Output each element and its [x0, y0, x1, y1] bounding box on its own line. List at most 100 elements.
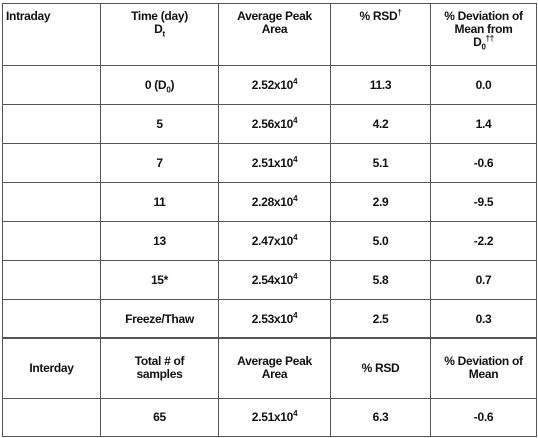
superscript: 4: [293, 154, 298, 164]
text: Freeze/Thaw: [125, 311, 194, 326]
header-row: Intraday Time (day) Dt Average Peak Area% RS…: [2, 3, 537, 66]
cell: 5.1: [330, 143, 431, 183]
cell: 5: [100, 104, 219, 144]
header-line: % RSD: [333, 360, 428, 375]
subscript: 0: [166, 84, 171, 94]
data-row: 13 2.47x104 5.0 -2.2: [2, 221, 537, 261]
cell: 2.53x104: [218, 299, 331, 339]
text: 2.47x10: [251, 233, 294, 248]
cell: -0.6: [430, 398, 537, 437]
interday-table: Interday Total # of samples Average Peak Are…: [2, 337, 537, 437]
data-row: 11 2.28x104 2.9 -9.5: [2, 182, 537, 222]
text: -9.5: [473, 194, 494, 209]
cell: 11: [100, 182, 219, 222]
cell: 2.54x104: [218, 260, 331, 300]
text: Mean: [468, 367, 499, 381]
text: 5: [156, 116, 163, 131]
text: 11: [153, 194, 166, 209]
header-line: Interday: [5, 360, 98, 375]
text: Area: [261, 367, 288, 381]
cell: -2.2: [430, 221, 537, 261]
cell: [2, 398, 101, 437]
cell: 2.9: [330, 182, 431, 222]
cell: [2, 299, 101, 339]
text: ): [170, 77, 175, 92]
superscript: 4: [293, 271, 298, 281]
data-row: 7 2.51x104 5.1 -0.6: [2, 143, 537, 183]
header-line: Intraday: [6, 10, 98, 23]
text: 0.7: [475, 272, 492, 287]
header-line: % RSD†: [333, 8, 428, 23]
text: 65: [153, 410, 166, 424]
cell: 11.3: [330, 65, 431, 105]
text: Interday: [29, 360, 74, 375]
superscript: 4: [293, 76, 298, 86]
superscript: 4: [293, 115, 298, 125]
data-row: 65 2.51x104 6.3 -0.6: [2, 398, 537, 437]
superscript: 4: [293, 310, 298, 320]
cell: -9.5: [430, 182, 537, 222]
superscript: ††: [485, 34, 495, 43]
header-line: % Deviation of: [433, 10, 534, 23]
header-cell: % Deviation of Mean: [430, 337, 537, 399]
text: 7: [156, 155, 163, 170]
cell: [2, 104, 101, 144]
cell: 65: [100, 398, 219, 437]
header-cell: Total # of samples: [100, 337, 219, 399]
text: % RSD: [359, 9, 398, 23]
cell: [2, 260, 101, 300]
cell: 2.51x104: [218, 398, 331, 437]
data-row: 15* 2.54x104 5.8 0.7: [2, 260, 537, 300]
data-row: 0 (D0) 2.52x104 11.3 0.0: [2, 65, 537, 105]
text: 2.28x10: [251, 194, 294, 209]
cell: 7: [100, 143, 219, 183]
text: D: [473, 35, 482, 49]
text: D: [154, 22, 163, 36]
cell: [2, 143, 101, 183]
text: Total # of: [134, 354, 185, 368]
header-line: Time (day): [103, 10, 216, 23]
text: 2.51x10: [251, 155, 294, 170]
cell: [2, 182, 101, 222]
header-line: Dt: [103, 22, 216, 39]
cell: 5.8: [330, 260, 431, 300]
superscript: †: [397, 8, 402, 17]
text: samples: [136, 367, 183, 381]
header-line: D0††: [433, 34, 534, 52]
cell: 0.7: [430, 260, 537, 300]
header-cell: Intraday: [2, 3, 101, 66]
text: 5.1: [372, 155, 389, 170]
text: Average Peak: [237, 354, 312, 368]
header-line: Mean: [433, 368, 534, 381]
text: 2.52x10: [251, 77, 294, 92]
text: 2.53x10: [251, 311, 294, 326]
text: -0.6: [473, 410, 494, 424]
text: 1.4: [475, 116, 492, 131]
header-line: % Deviation of: [433, 355, 534, 368]
text: 5.0: [372, 233, 389, 248]
header-cell: Average Peak Area: [218, 337, 331, 399]
header-cell: Time (day) Dt: [100, 3, 219, 66]
data-row: 5 2.56x104 4.2 1.4: [2, 104, 537, 144]
text: 2.56x10: [251, 116, 294, 131]
text: % RSD: [361, 360, 400, 375]
text: Time (day): [131, 9, 188, 23]
cell: 2.28x104: [218, 182, 331, 222]
cell: 2.5: [330, 299, 431, 339]
cell: 0.3: [430, 299, 537, 339]
subscript: t: [162, 29, 166, 39]
text: 11.3: [369, 77, 392, 92]
cell: 2.52x104: [218, 65, 331, 105]
header-line: Total # of: [103, 355, 216, 368]
header-line: Area: [221, 23, 328, 36]
text: Intraday: [6, 9, 51, 23]
header-cell: Interday: [2, 337, 101, 399]
text: 2.54x10: [251, 272, 294, 287]
text: 2.9: [372, 194, 389, 209]
text: Average Peak: [237, 9, 312, 23]
superscript: 4: [293, 409, 298, 418]
text: % Deviation of: [444, 9, 523, 23]
subscript: 0: [481, 42, 486, 52]
cell: 0 (D0): [100, 65, 219, 105]
